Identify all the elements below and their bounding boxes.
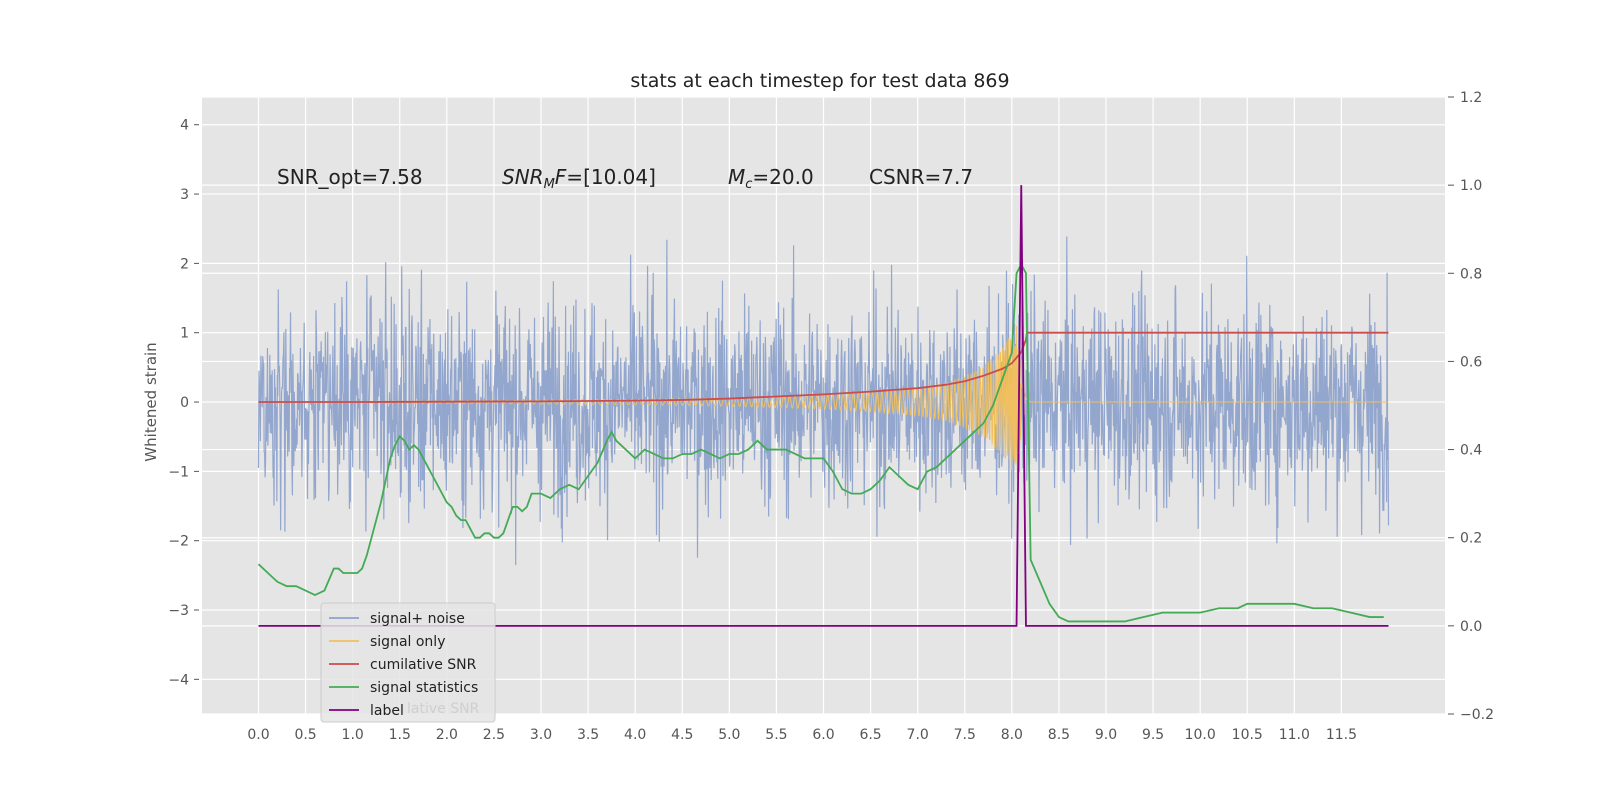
y2-tick-label: 1.0	[1460, 178, 1482, 194]
chart-title: stats at each timestep for test data 869	[630, 70, 1009, 92]
y-tick-label: 2	[180, 256, 189, 272]
x-tick-label: 2.0	[436, 727, 458, 743]
x-tick-label: 5.5	[765, 727, 787, 743]
annotation-snr-mf-value: [10.04]	[583, 165, 656, 189]
x-tick-label: 3.5	[577, 727, 599, 743]
x-tick-label: 2.5	[483, 727, 505, 743]
y2-tick-label: 1.2	[1460, 90, 1482, 106]
x-tick-label: 10.5	[1232, 727, 1263, 743]
legend-label: signal statistics	[370, 680, 478, 696]
series-signal-statistics	[257, 262, 1384, 623]
y-tick-label: 0	[180, 395, 189, 411]
x-tick-label: 10.0	[1185, 727, 1216, 743]
y-tick-label: 4	[180, 118, 189, 134]
x-tick-label: 5.0	[718, 727, 740, 743]
x-tick-label: 6.5	[859, 727, 881, 743]
legend-label: label	[370, 703, 404, 719]
x-tick-label: 9.0	[1095, 727, 1117, 743]
x-tick-label: 7.0	[907, 727, 929, 743]
x-tick-label: 0.0	[247, 727, 269, 743]
annotation-snr-mf: SNRMF=[10.04]	[502, 165, 656, 192]
x-tick-label: 6.0	[812, 727, 834, 743]
y2-tick-label: 0.4	[1460, 443, 1482, 459]
y-tick-label: −2	[168, 534, 189, 550]
x-tick-label: 11.5	[1326, 727, 1357, 743]
y2-tick-label: 0.6	[1460, 354, 1482, 370]
x-tick-label: 9.5	[1142, 727, 1164, 743]
series-signal-only	[258, 325, 1389, 478]
y-tick-label: 3	[180, 187, 189, 203]
y-tick-label: −4	[168, 672, 189, 688]
x-tick-label: 1.0	[342, 727, 364, 743]
ticks: 0.0 0.5 1.0 1.5 2.0 2.5 3.0 3.5 4.0 4.5 5.0 5.5 6.0 6…	[168, 90, 1494, 743]
x-tick-label: 11.0	[1279, 727, 1310, 743]
legend-label: cumilative SNR	[370, 657, 477, 673]
y-tick-label: 1	[180, 326, 189, 342]
x-tick-label: 0.5	[294, 727, 316, 743]
legend-label: signal only	[370, 634, 445, 650]
annotation-mc-value: =20.0	[752, 165, 813, 189]
legend-label: signal+ noise	[370, 611, 465, 627]
annotation-mc: Mc=20.0	[728, 165, 814, 192]
y-tick-label: −1	[168, 464, 189, 480]
x-tick-label: 4.0	[624, 727, 646, 743]
legend-ghost-text: lative SNR	[407, 701, 480, 717]
annotation-snr-opt: SNR_opt=7.58	[277, 165, 423, 189]
x-tick-label: 3.0	[530, 727, 552, 743]
series-label	[258, 185, 1389, 627]
x-tick-label: 8.0	[1001, 727, 1023, 743]
series-layer	[257, 185, 1390, 627]
y-tick-label: −3	[168, 603, 189, 619]
y2-tick-label: 0.8	[1460, 266, 1482, 282]
x-tick-label: 7.5	[954, 727, 976, 743]
y2-tick-label: −0.2	[1460, 707, 1494, 723]
y2-tick-label: 0.2	[1460, 531, 1482, 547]
x-tick-label: 8.5	[1048, 727, 1070, 743]
legend-box	[320, 602, 496, 723]
x-tick-label: 1.5	[389, 727, 411, 743]
annotation-csnr: CSNR=7.7	[869, 165, 973, 189]
x-tick-label: 4.5	[671, 727, 693, 743]
legend: lative SNR signal+ noise signal only cumil…	[320, 602, 496, 723]
y-axis-label: Whitened strain	[142, 342, 160, 461]
y2-tick-label: 0.0	[1460, 619, 1482, 635]
